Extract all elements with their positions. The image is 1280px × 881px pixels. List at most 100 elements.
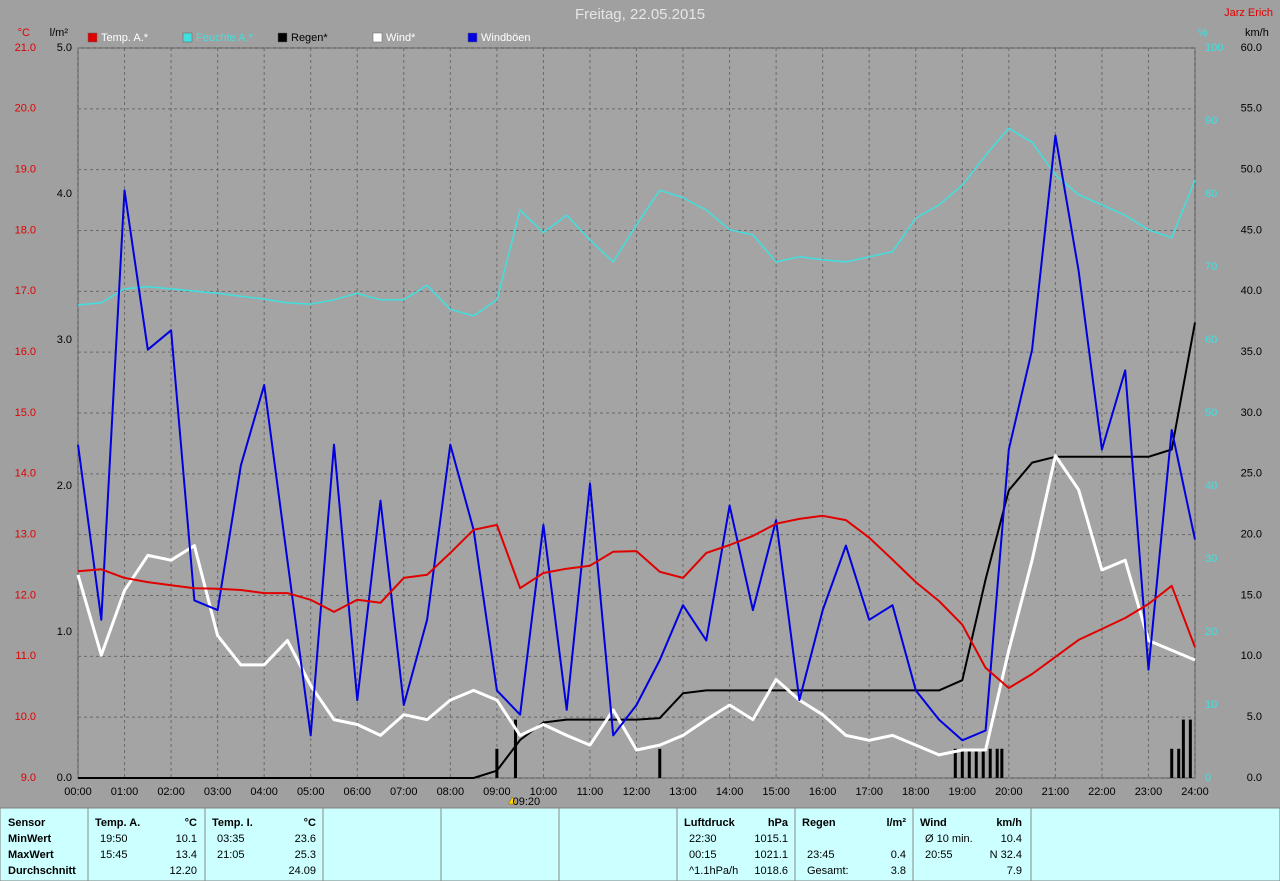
y3-tick-label: 60 [1205,334,1217,346]
table-cell: 23:45 [807,849,835,861]
y-tick-label: 10.0 [15,711,36,723]
table-header: l/m² [886,817,906,829]
series-line [78,322,1196,779]
y3-tick-label: 50 [1205,407,1217,419]
y4-tick-label: 35.0 [1241,346,1262,358]
legend-swatch [182,32,193,43]
y2-tick-label: 4.0 [57,188,72,200]
y4-tick-label: 55.0 [1241,103,1262,115]
table-cell: 12.20 [169,865,197,877]
rain-bar [953,748,957,778]
x-tick-label: 05:00 [297,786,325,798]
y-tick-label: 17.0 [15,285,36,297]
table-cell: Gesamt: [807,865,849,877]
time-marker-label: 09:20 [513,796,541,808]
y3-tick-label: 20 [1205,626,1217,638]
y4-tick-label: 0.0 [1247,772,1262,784]
table-header: °C [185,817,197,829]
y2-tick-label: 2.0 [57,480,72,492]
x-tick-label: 00:00 [64,786,92,798]
x-tick-label: 17:00 [855,786,883,798]
rain-bar [1000,748,1004,778]
y3-tick-label: 30 [1205,553,1217,565]
rain-bar [1181,719,1185,778]
y4-tick-label: 40.0 [1241,285,1262,297]
table-header: Regen [802,817,836,829]
y3-tick-label: 90 [1205,115,1217,127]
row-label: MaxWert [8,849,54,861]
y4-tick-label: 20.0 [1241,529,1262,541]
y2-tick-label: 3.0 [57,334,72,346]
x-tick-label: 19:00 [949,786,977,798]
y-tick-label: 11.0 [15,650,36,662]
y4-tick-label: 5.0 [1247,711,1262,723]
y4-axis-unit: km/h [1245,27,1269,39]
series-line [77,134,1196,742]
y3-tick-label: 70 [1205,261,1217,273]
table-cell: 19:50 [100,833,128,845]
x-tick-label: 22:00 [1088,786,1116,798]
y4-tick-label: 15.0 [1241,589,1262,601]
x-tick-label: 07:00 [390,786,418,798]
rain-bar [974,748,978,778]
author: Jarz Erich [1224,7,1273,19]
table-cell: 00:15 [689,849,717,861]
y4-tick-label: 10.0 [1241,650,1262,662]
x-tick-label: 16:00 [809,786,837,798]
legend-label: Wind* [386,32,416,44]
table-header: hPa [768,817,789,829]
y3-tick-label: 80 [1205,188,1217,200]
table-header: Sensor [8,817,46,829]
rain-bar [658,748,662,778]
table-cell: 10.4 [1001,833,1022,845]
table-cell: 25.3 [295,849,316,861]
table-header: °C [304,817,316,829]
table-cell: ^1.1hPa/h [689,865,738,877]
legend-label: Windböen [481,32,531,44]
table-cell: 13.4 [176,849,197,861]
x-tick-label: 13:00 [669,786,697,798]
legend-label: Temp. A.* [101,32,149,44]
x-tick-label: 14:00 [716,786,744,798]
y4-tick-label: 45.0 [1241,224,1262,236]
y2-tick-label: 1.0 [57,626,72,638]
series-line [76,454,1196,757]
series-line [77,514,1196,689]
rain-bar [960,748,964,778]
rain-bar [513,719,517,778]
rain-bar [1170,748,1174,778]
y-tick-label: 19.0 [15,164,36,176]
table-cell: 24.09 [288,865,316,877]
table-cell: 1021.1 [754,849,788,861]
table-header: km/h [996,817,1022,829]
table-header: Temp. A. [95,817,140,829]
y-tick-label: 13.0 [15,529,36,541]
table-cell: 20:55 [925,849,953,861]
legend-swatch [467,32,478,43]
y3-tick-label: 0 [1205,772,1211,784]
table-cell: 03:35 [217,833,245,845]
x-tick-label: 18:00 [902,786,930,798]
rain-bar [1177,748,1181,778]
y2-tick-label: 0.0 [57,772,72,784]
y4-tick-label: 25.0 [1241,468,1262,480]
table-cell: 1015.1 [754,833,788,845]
x-tick-label: 24:00 [1181,786,1209,798]
rain-bar [988,748,992,778]
rain-bar [1188,719,1192,778]
x-tick-label: 06:00 [343,786,371,798]
y4-tick-label: 50.0 [1241,164,1262,176]
y2-tick-label: 5.0 [57,42,72,54]
legend-label: Feuchte A.* [196,32,254,44]
legend-swatch [277,32,288,43]
legend-label: Regen* [291,32,328,44]
x-tick-label: 01:00 [111,786,139,798]
y-tick-label: 12.0 [15,589,36,601]
legend-swatch [87,32,98,43]
table-header: Temp. I. [212,817,253,829]
x-tick-label: 09:00 [483,786,511,798]
y2-axis-unit: l/m² [50,27,69,39]
row-label: Durchschnitt [8,865,76,877]
row-label: MinWert [8,833,52,845]
